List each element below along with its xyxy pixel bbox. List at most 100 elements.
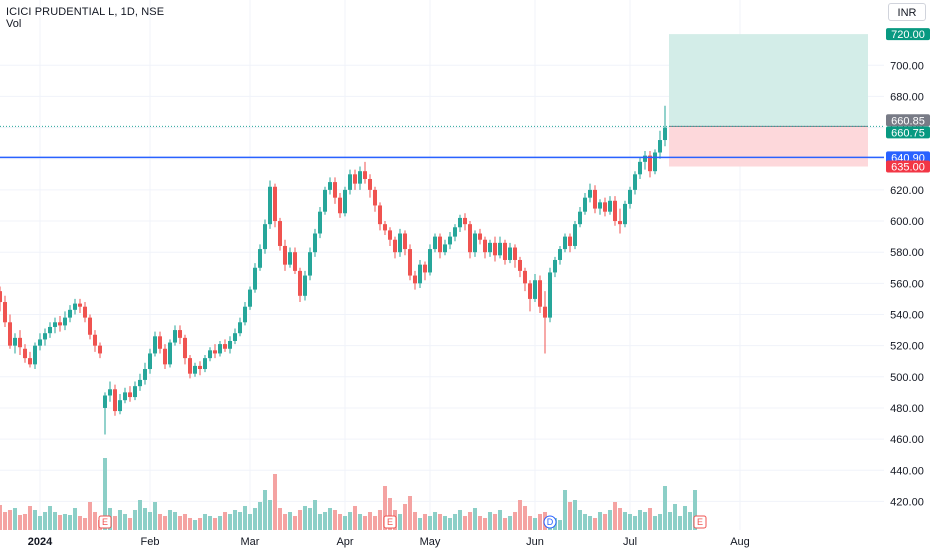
candle xyxy=(198,361,202,376)
candle-body xyxy=(28,358,32,365)
candle-body xyxy=(198,365,202,370)
candle-body xyxy=(253,267,257,290)
volume-bar xyxy=(83,518,87,530)
volume-bar xyxy=(238,512,242,530)
candle xyxy=(433,233,437,253)
volume-bar xyxy=(408,496,412,530)
candle-body xyxy=(248,289,252,307)
candle-body xyxy=(453,227,457,237)
candle xyxy=(578,207,582,228)
volume-bar xyxy=(273,474,277,530)
position-zones[interactable] xyxy=(669,34,868,167)
candle-body xyxy=(598,202,602,209)
volume-bar xyxy=(378,510,382,530)
candle-body xyxy=(258,249,262,268)
volume-bar xyxy=(508,516,512,530)
candle xyxy=(288,247,292,268)
candle-body xyxy=(128,392,132,398)
volume-bar xyxy=(163,516,167,530)
candle xyxy=(443,239,447,256)
candle xyxy=(168,339,172,368)
volume-bar xyxy=(213,518,217,530)
dividend-marker: D xyxy=(543,515,557,529)
candle xyxy=(498,236,502,259)
candle xyxy=(93,330,97,352)
candle-body xyxy=(333,182,337,198)
earnings-marker: E xyxy=(98,515,112,529)
volume-bar xyxy=(443,516,447,530)
candle-body xyxy=(23,348,27,359)
price-tick-label: 480.00 xyxy=(890,403,924,415)
volume-bar xyxy=(458,510,462,530)
candle-body xyxy=(328,182,332,190)
volume-bar xyxy=(373,516,377,530)
currency-button[interactable]: INR xyxy=(888,3,926,21)
candle xyxy=(508,242,512,264)
volume-bar xyxy=(178,516,182,530)
volume-bar xyxy=(93,512,97,530)
earnings-box xyxy=(383,515,397,529)
volume-bar xyxy=(278,508,282,530)
candle xyxy=(323,186,327,215)
candle-body xyxy=(388,230,392,240)
candle-body xyxy=(528,283,532,299)
candle xyxy=(658,130,662,159)
volume-bar xyxy=(233,510,237,530)
volume-bar xyxy=(468,512,472,530)
candle-body xyxy=(323,189,327,212)
volume-bar xyxy=(263,490,267,530)
volume-bar xyxy=(328,508,332,530)
candle-body xyxy=(153,336,157,354)
candle-body xyxy=(583,197,587,212)
candle-body xyxy=(548,272,552,318)
candle xyxy=(158,331,162,354)
volume-bar xyxy=(193,520,197,530)
candle-body xyxy=(263,224,267,250)
candle xyxy=(478,228,482,245)
stop-zone xyxy=(669,126,868,167)
candle xyxy=(83,302,87,323)
candle-body xyxy=(38,339,42,346)
candle xyxy=(53,317,57,334)
time-tick-label: Jun xyxy=(526,536,544,548)
volume-bar xyxy=(383,486,387,530)
candle xyxy=(88,314,92,340)
volume-bar xyxy=(513,512,517,530)
candle-body xyxy=(98,345,102,354)
volume-bar xyxy=(568,502,572,530)
volume-bar xyxy=(633,516,637,530)
event-letter: E xyxy=(387,517,393,527)
candle-body xyxy=(573,224,577,246)
candle xyxy=(233,328,237,345)
candle-body xyxy=(268,186,272,225)
volume-bar xyxy=(418,518,422,530)
volume-bar xyxy=(203,514,207,530)
candle xyxy=(18,330,22,355)
candle-body xyxy=(413,275,417,284)
candle xyxy=(368,174,372,198)
volume-bar xyxy=(333,510,337,530)
volume-bar xyxy=(138,500,142,530)
badge-bg xyxy=(886,126,930,139)
candle-body xyxy=(213,350,217,354)
candle-body xyxy=(448,236,452,245)
volume-bar xyxy=(168,510,172,530)
candle-body xyxy=(568,236,572,246)
volume-bar xyxy=(33,510,37,530)
volume-bar xyxy=(143,508,147,530)
candle xyxy=(3,295,7,327)
candle-body xyxy=(523,270,527,284)
price-tick-label: 580.00 xyxy=(890,247,924,259)
time-axis[interactable]: 2024 Feb Mar Apr May Jun Jul Aug xyxy=(28,536,750,548)
dividend-circle xyxy=(543,515,557,529)
volume-bar xyxy=(563,490,567,530)
candle xyxy=(418,259,422,289)
candle xyxy=(68,305,72,323)
volume-bar xyxy=(608,510,612,530)
candle xyxy=(473,230,477,257)
price-lines[interactable] xyxy=(0,125,884,159)
volume-bar xyxy=(38,516,42,530)
